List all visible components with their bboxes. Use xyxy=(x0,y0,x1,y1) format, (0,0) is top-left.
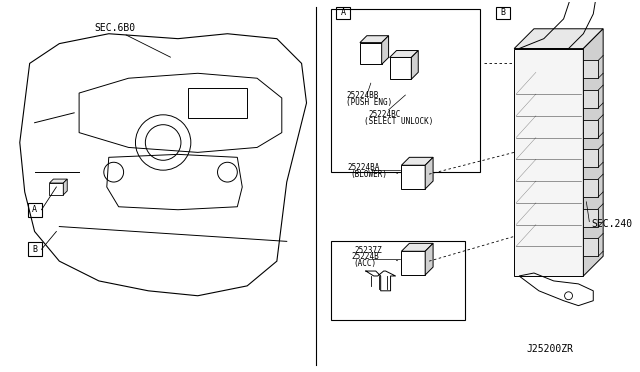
Polygon shape xyxy=(401,251,425,275)
Bar xyxy=(584,209,598,227)
Text: (PUSH ENG): (PUSH ENG) xyxy=(346,98,392,107)
Bar xyxy=(584,120,598,138)
Polygon shape xyxy=(381,36,388,64)
Polygon shape xyxy=(412,51,419,79)
Bar xyxy=(584,150,598,167)
Text: B: B xyxy=(500,9,506,17)
Bar xyxy=(584,60,598,78)
Text: (ACC): (ACC) xyxy=(353,259,376,268)
Bar xyxy=(497,7,510,19)
Bar xyxy=(332,9,479,172)
Polygon shape xyxy=(425,157,433,189)
Text: B: B xyxy=(32,245,37,254)
Polygon shape xyxy=(63,179,67,195)
Bar xyxy=(336,7,350,19)
Polygon shape xyxy=(360,36,388,43)
Text: A: A xyxy=(32,205,37,214)
Text: 25224BA: 25224BA xyxy=(347,163,380,172)
Bar xyxy=(332,241,465,320)
Text: 25224BB: 25224BB xyxy=(346,91,378,100)
Polygon shape xyxy=(401,243,433,251)
Text: 25224B: 25224B xyxy=(351,252,379,261)
Bar xyxy=(28,203,42,217)
Text: 25237Z: 25237Z xyxy=(354,246,381,255)
Polygon shape xyxy=(514,49,584,276)
Polygon shape xyxy=(49,183,63,195)
Polygon shape xyxy=(584,29,603,276)
Text: A: A xyxy=(340,9,346,17)
Polygon shape xyxy=(401,157,433,165)
Polygon shape xyxy=(390,51,419,57)
Bar xyxy=(28,243,42,256)
Text: 25224BC: 25224BC xyxy=(369,110,401,119)
Bar xyxy=(584,238,598,256)
Text: J25200ZR: J25200ZR xyxy=(527,344,573,354)
Bar xyxy=(584,90,598,108)
Polygon shape xyxy=(390,57,412,79)
Text: (SELECT UNLOCK): (SELECT UNLOCK) xyxy=(364,117,433,126)
Polygon shape xyxy=(360,43,381,64)
Bar xyxy=(584,179,598,197)
Text: (BLOWER): (BLOWER) xyxy=(350,170,387,179)
Bar xyxy=(188,88,247,118)
Text: SEC.240: SEC.240 xyxy=(591,218,632,228)
Text: SEC.6B0: SEC.6B0 xyxy=(94,23,135,33)
Polygon shape xyxy=(514,29,603,49)
Polygon shape xyxy=(49,179,67,183)
Polygon shape xyxy=(425,243,433,275)
Polygon shape xyxy=(401,165,425,189)
